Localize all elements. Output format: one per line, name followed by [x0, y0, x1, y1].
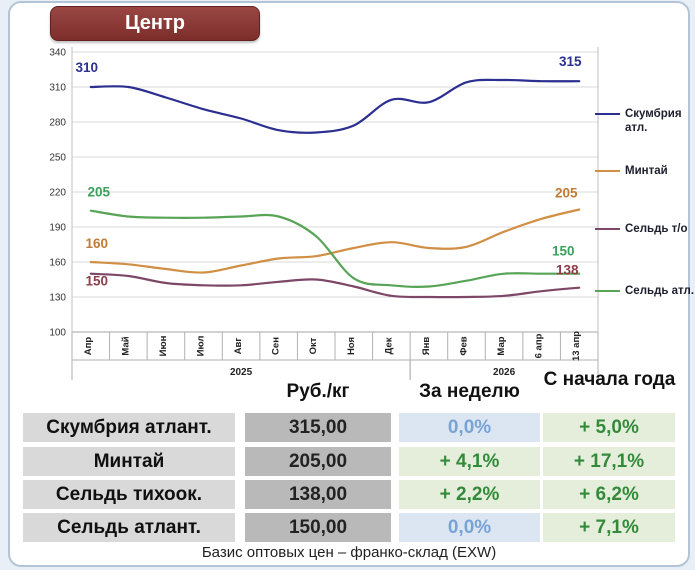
y-axis-label: 160 — [49, 258, 66, 269]
table-row-price: 315,00 — [245, 413, 391, 442]
value-label-skumbria-first: 310 — [76, 60, 99, 75]
legend-swatch-mintai — [595, 170, 620, 172]
column-header-year: С начала года — [543, 369, 676, 390]
x-axis-label: Окт — [308, 337, 319, 354]
legend-item-seld-to: Сельдь т/о — [595, 222, 695, 236]
table-row-name: Скумбрия атлант. — [23, 413, 235, 442]
table-row-year-change: + 6,2% — [543, 480, 675, 509]
y-axis-label: 340 — [49, 48, 66, 59]
legend-label-mintai: Минтай — [625, 165, 668, 177]
y-axis-label: 220 — [49, 188, 66, 199]
table-row-price: 150,00 — [245, 513, 391, 542]
series-line-seld-to — [89, 272, 581, 299]
column-header-price: Руб./кг — [286, 381, 350, 402]
table-row-price: 205,00 — [245, 447, 391, 476]
x-axis-label: Ноя — [346, 337, 357, 355]
table-row-name: Сельдь тихоок. — [23, 480, 235, 509]
price-chart: 340 310 280 250 220 190 160 130 100 Апр Май Июн Июл А… — [10, 3, 695, 403]
value-label-seld-to-last: 138 — [556, 263, 579, 278]
x-axis-label: Авг — [233, 338, 244, 355]
legend-swatch-seld-atl — [595, 290, 620, 292]
legend-label-seld-atl: Сельдь атл. — [625, 285, 695, 297]
region-button[interactable]: Центр — [50, 6, 260, 41]
column-header-week: За неделю — [419, 381, 520, 402]
chart-canvas: 340 310 280 250 220 190 160 130 100 Апр Май Июн Июл А… — [49, 47, 599, 380]
region-button-label: Центр — [124, 12, 186, 34]
legend-item-mintai: Минтай — [595, 164, 695, 178]
legend-label-seld-to: Сельдь т/о — [625, 223, 688, 235]
y-axis-label: 190 — [49, 223, 66, 234]
legend-label-skumbria: Скумбрия атл. — [625, 108, 682, 134]
x-axis-label: Янв — [421, 337, 432, 356]
x-axis-label: Мар — [496, 336, 507, 355]
legend-swatch-seld-to — [595, 228, 620, 230]
value-label-seld-to-first: 150 — [86, 274, 109, 289]
value-label-mintai-first: 160 — [86, 236, 109, 251]
table-row-year-change: + 5,0% — [543, 413, 675, 442]
year-label: 2025 — [230, 367, 253, 378]
x-axis-label: Дек — [383, 337, 394, 354]
x-axis-label: 13 апр — [571, 331, 582, 361]
x-axis-label: Май — [120, 336, 131, 355]
y-axis-label: 250 — [49, 153, 66, 164]
value-label-mintai-last: 205 — [555, 186, 578, 201]
legend-item-skumbria: Скумбрия атл. — [595, 107, 695, 135]
x-axis-label: Июн — [158, 335, 169, 356]
price-basis-footnote: Базис оптовых цен – франко-склад (EXW) — [201, 544, 497, 561]
value-label-seld-atl-last: 150 — [552, 244, 575, 259]
series-line-mintai — [89, 208, 581, 274]
x-axis-label: Июл — [196, 336, 207, 357]
table-row-price: 138,00 — [245, 480, 391, 509]
table-row-week-change: + 2,2% — [399, 480, 540, 509]
table-row-week-change: 0,0% — [399, 413, 540, 442]
x-axis-label: Фев — [459, 336, 470, 355]
table-row-year-change: + 7,1% — [543, 513, 675, 542]
legend-swatch-skumbria — [595, 113, 620, 115]
table-row-week-change: 0,0% — [399, 513, 540, 542]
y-axis-label: 280 — [49, 118, 66, 129]
value-label-skumbria-last: 315 — [559, 54, 582, 69]
x-axis-label: Апр — [83, 337, 94, 356]
table-row-name: Сельдь атлант. — [23, 513, 235, 542]
table-row-year-change: + 17,1% — [543, 447, 675, 476]
legend-item-seld-atl: Сельдь атл. — [595, 284, 695, 298]
y-axis-label: 100 — [49, 328, 66, 339]
y-axis-label: 130 — [49, 293, 66, 304]
series-line-skumbria — [89, 78, 581, 134]
x-axis-label: Сен — [271, 337, 282, 355]
chart-legend: Скумбрия атл. Минтай Сельдь т/о Сельдь атл. — [595, 3, 695, 343]
series-line-seld-atl — [89, 209, 581, 288]
table-row-name: Минтай — [23, 447, 235, 476]
table-row-week-change: + 4,1% — [399, 447, 540, 476]
price-report-card: Центр 340 310 280 250 220 190 160 130 100 Апр Май И… — [8, 1, 694, 567]
value-label-seld-atl-first: 205 — [88, 185, 111, 200]
y-axis-label: 310 — [49, 83, 66, 94]
x-axis-label: 6 апр — [534, 333, 545, 358]
year-label: 2026 — [493, 367, 516, 378]
